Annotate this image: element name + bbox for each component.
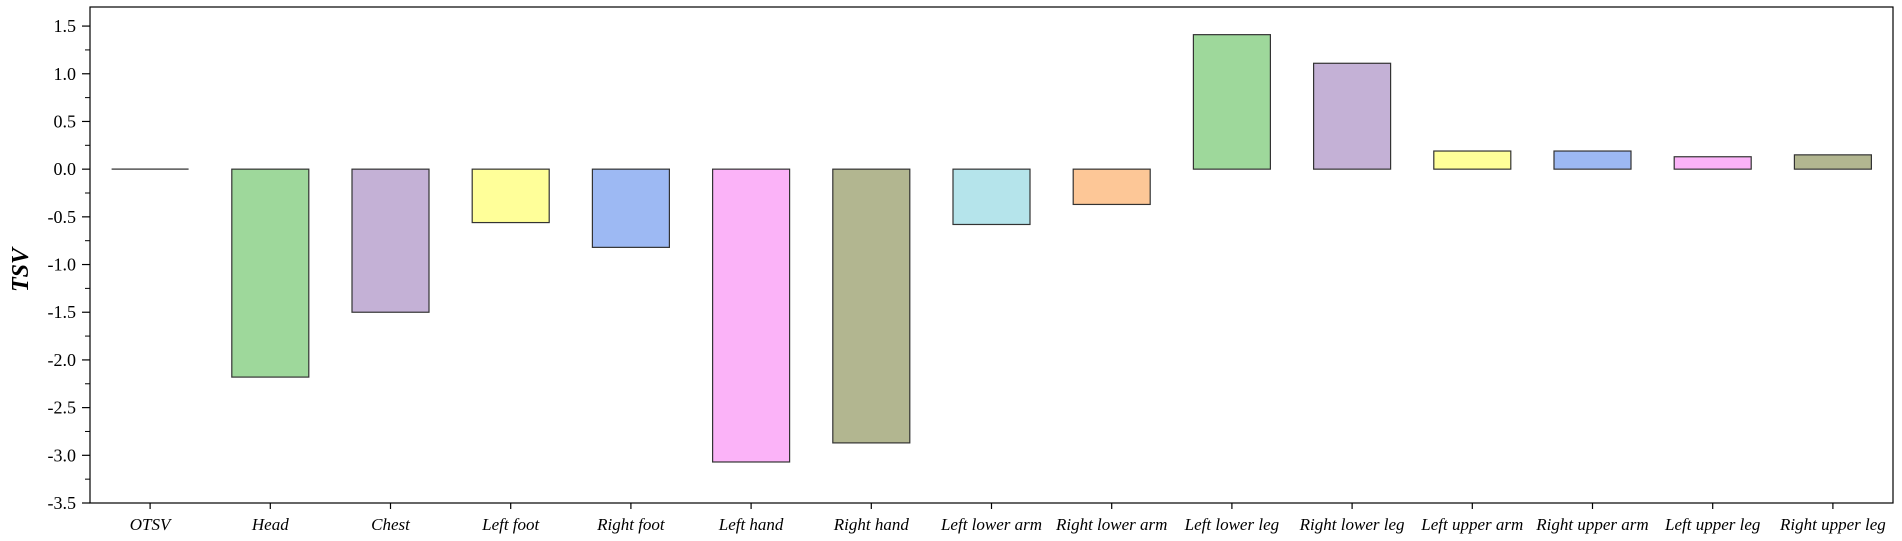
bars: [111, 34, 1873, 463]
x-tick-label: Left upper arm: [1420, 515, 1523, 534]
bar-right-upper-arm: [1553, 150, 1632, 170]
x-tick-label: OTSV: [130, 515, 173, 534]
x-tick-label: Left lower leg: [1184, 515, 1279, 534]
y-tick-label: -0.5: [48, 207, 77, 227]
bar-right-lower-leg: [1312, 62, 1392, 170]
x-tick-label: Left lower arm: [940, 515, 1042, 534]
x-tick-label: Right lower leg: [1299, 515, 1405, 534]
bar-left-foot: [471, 168, 550, 224]
x-tick-label: Left hand: [718, 515, 784, 534]
bar-chest: [351, 168, 430, 313]
x-tick-label: Chest: [371, 515, 411, 534]
bar-left-lower-arm: [952, 168, 1031, 226]
x-tick-label: Right upper leg: [1779, 515, 1886, 534]
y-tick-label: 0.5: [54, 111, 77, 131]
y-axis: 1.5 1.0 0.5 0.0 -0.5 -1.0 -1.5 -2.0 -2.5 -3.0 -3.5: [48, 16, 90, 513]
y-tick-label: -2.0: [48, 350, 77, 370]
bar-head: [231, 168, 310, 378]
y-tick-label: -3.0: [48, 445, 77, 465]
y-tick-label: -3.5: [48, 493, 77, 513]
y-tick-label: 0.0: [54, 159, 77, 179]
bar-right-lower-arm: [1072, 168, 1151, 206]
bar-right-hand: [832, 168, 911, 444]
bar-right-foot: [591, 168, 671, 248]
x-axis-labels: OTSV Head Chest Left foot Right foot Left han…: [130, 503, 1886, 534]
y-tick-label: -1.5: [48, 302, 77, 322]
bar-left-lower-leg: [1192, 34, 1272, 170]
y-axis-title: TSV: [8, 246, 34, 292]
x-tick-label: Right hand: [833, 515, 910, 534]
bar-right-upper-leg: [1793, 154, 1873, 170]
y-tick-label: 1.5: [54, 16, 77, 36]
bar-left-hand: [711, 168, 791, 463]
bar-left-upper-arm: [1433, 150, 1512, 170]
bar-left-upper-leg: [1673, 156, 1752, 170]
x-tick-label: Left upper leg: [1664, 515, 1760, 534]
x-tick-label: Right lower arm: [1055, 515, 1167, 534]
y-tick-label: -1.0: [48, 255, 77, 275]
x-tick-label: Right foot: [596, 515, 666, 534]
y-tick-label: -2.5: [48, 398, 77, 418]
x-tick-label: Left foot: [481, 515, 540, 534]
y-tick-label: 1.0: [54, 64, 77, 84]
x-tick-label: Right upper arm: [1535, 515, 1648, 534]
x-tick-label: Head: [251, 515, 289, 534]
